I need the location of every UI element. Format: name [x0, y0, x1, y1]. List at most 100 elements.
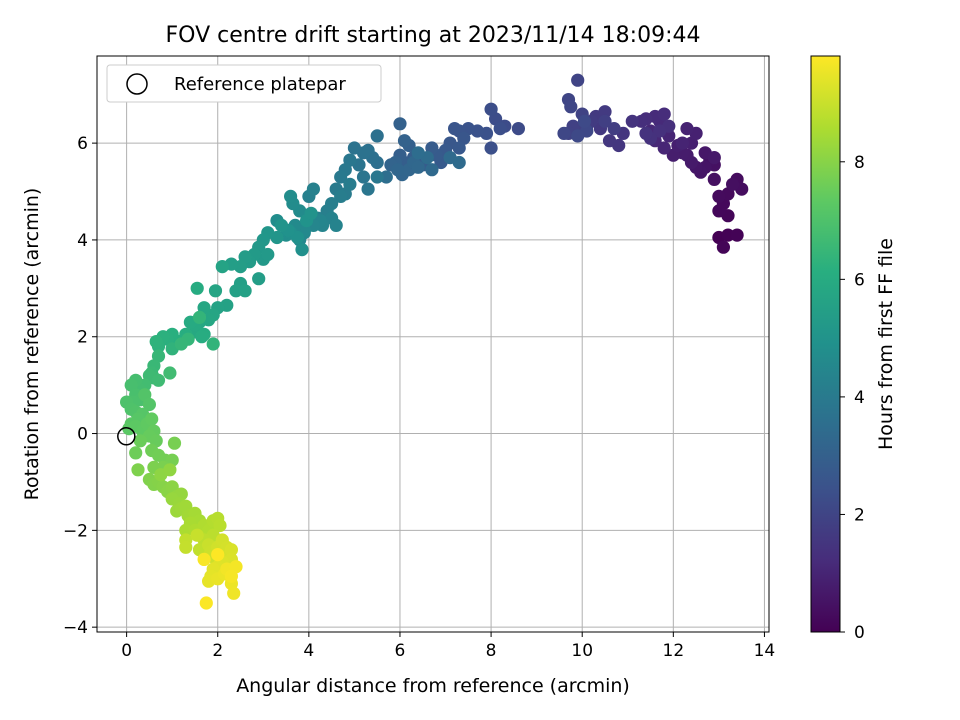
- scatter-point: [179, 523, 193, 538]
- scatter-point: [295, 243, 309, 257]
- scatter-point: [206, 337, 220, 351]
- scatter-point: [379, 170, 393, 184]
- scatter-point: [215, 260, 229, 274]
- scatter-point: [653, 124, 667, 138]
- scatter-point: [657, 141, 671, 155]
- scatter-point: [329, 218, 343, 232]
- scatter-point: [361, 182, 375, 196]
- scatter-point: [199, 596, 213, 610]
- scatter-point: [730, 228, 744, 242]
- x-tick-label: 10: [571, 641, 593, 661]
- scatter-point: [304, 206, 318, 220]
- scatter-point: [163, 366, 177, 380]
- x-axis-ticks: 0 2 4 6 8 10 12 14: [121, 632, 775, 661]
- scatter-point: [370, 129, 384, 143]
- scatter-point: [133, 434, 147, 448]
- y-tick-label: 0: [77, 425, 88, 445]
- scatter-point: [625, 114, 639, 128]
- scatter-point: [167, 436, 182, 450]
- colorbar-tick-label: 4: [854, 388, 865, 408]
- colorbar-tick-label: 0: [854, 623, 865, 643]
- scatter-point: [721, 228, 735, 242]
- legend-entry-reference-platepar: Reference platepar: [174, 74, 346, 95]
- scatter-point: [712, 189, 726, 203]
- x-tick-label: 12: [663, 641, 685, 661]
- y-axis-ticks: −4 −2 0 2 4 6: [63, 134, 97, 638]
- x-tick-label: 4: [303, 641, 314, 661]
- scatter-point: [707, 151, 721, 165]
- y-tick-label: −2: [63, 521, 88, 541]
- reference-point-marker: [117, 427, 136, 446]
- scatter-point: [657, 107, 671, 121]
- scatter-point: [639, 126, 653, 140]
- scatter-point: [334, 189, 348, 203]
- scatter-point: [607, 122, 621, 136]
- scatter-point: [142, 397, 156, 412]
- scatter-point: [195, 330, 209, 344]
- scatter-point: [511, 122, 525, 136]
- scatter-point: [493, 122, 507, 136]
- x-tick-label: 2: [212, 641, 223, 661]
- scatter-point: [391, 163, 405, 177]
- legend: Reference platepar: [106, 64, 382, 103]
- y-tick-label: 6: [77, 134, 88, 154]
- scatter-point: [261, 247, 275, 262]
- colorbar-gradient: [810, 55, 841, 633]
- scatter-point: [571, 129, 585, 143]
- legend-marker: [126, 73, 148, 95]
- scatter-point: [707, 172, 721, 186]
- scatter-point: [452, 141, 466, 155]
- scatter-point: [129, 446, 143, 460]
- x-tick-label: 14: [754, 641, 776, 661]
- scatter-point: [564, 100, 578, 114]
- scatter-point: [598, 105, 612, 119]
- colorbar-label: Hours from first FF file: [875, 238, 897, 450]
- scatter-point: [393, 117, 407, 131]
- scatter-point: [425, 163, 439, 177]
- scatter-point: [274, 218, 289, 232]
- scatter-point: [716, 240, 731, 254]
- scatter-point: [149, 335, 163, 349]
- scatter-point: [411, 146, 425, 160]
- scatter-point: [680, 122, 694, 136]
- scatter-point: [238, 284, 252, 298]
- scatter-point: [397, 134, 412, 148]
- scatter-point: [190, 528, 204, 542]
- scatter-point: [452, 155, 466, 170]
- scatter-point: [211, 548, 225, 562]
- scatter-point: [229, 284, 243, 298]
- scatter-point: [347, 141, 361, 155]
- y-tick-label: 2: [77, 328, 88, 348]
- scatter-point: [190, 281, 204, 295]
- scatter-point: [192, 310, 207, 324]
- scatter-point: [484, 141, 498, 155]
- data-points: [120, 73, 749, 610]
- x-tick-label: 6: [395, 641, 406, 661]
- scatter-point: [577, 114, 592, 128]
- scatter-point: [145, 412, 159, 426]
- scatter-point: [484, 102, 498, 116]
- scatter-point: [598, 114, 612, 128]
- scatter-point: [290, 230, 305, 245]
- x-tick-label: 8: [486, 641, 497, 661]
- scatter-point: [356, 170, 371, 184]
- scatter-point: [411, 160, 425, 174]
- scatter-point: [131, 463, 145, 477]
- x-axis-label: Angular distance from reference (arcmin): [236, 675, 630, 697]
- scatter-point: [224, 543, 238, 557]
- scatter-point: [213, 518, 227, 533]
- chart-title: FOV centre drift starting at 2023/11/14 …: [166, 23, 701, 48]
- scatter-point: [571, 73, 585, 87]
- scatter-point: [726, 177, 740, 191]
- scatter-point: [602, 134, 617, 148]
- scatter-point: [227, 586, 241, 600]
- scatter-point: [252, 272, 266, 286]
- scatter-point: [197, 552, 211, 567]
- scatter-point: [179, 540, 193, 554]
- scatter-point: [174, 337, 188, 351]
- legend-box: [106, 64, 382, 103]
- colorbar-tick-label: 8: [854, 153, 865, 173]
- colorbar-tick-label: 6: [854, 270, 865, 290]
- y-tick-label: 4: [77, 231, 88, 251]
- colorbar-ticks: 0 2 4 6 8: [840, 153, 865, 643]
